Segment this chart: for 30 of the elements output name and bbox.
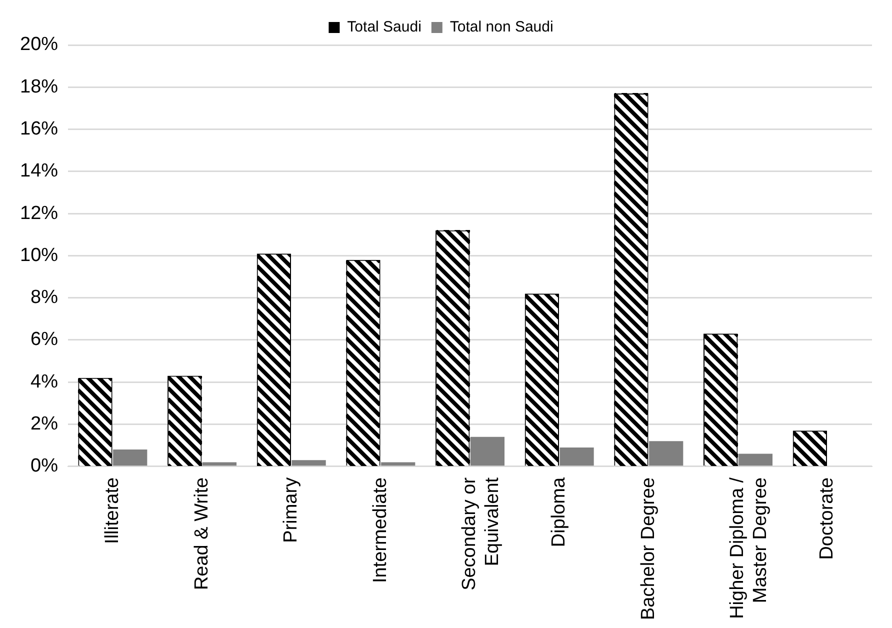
bar (292, 460, 326, 466)
bar (738, 454, 772, 466)
y-tick-label: 18% (20, 76, 58, 98)
bar (560, 447, 594, 466)
y-tick-label: 20% (20, 34, 58, 56)
y-tick-label: 2% (30, 414, 58, 435)
x-tick-label: Illiterate (102, 477, 123, 544)
x-tick-label: Secondary or Equivalent (459, 476, 504, 590)
y-tick-label: 8% (30, 287, 58, 308)
y-tick-label: 4% (30, 371, 58, 392)
x-tick-label: Higher Diploma / Master Degree (727, 476, 772, 619)
x-tick-label: Bachelor Degree (638, 477, 659, 620)
x-tick-label: Doctorate (816, 477, 838, 560)
x-tick-label: Intermediate (370, 477, 391, 584)
y-tick-label: 12% (20, 202, 58, 224)
bar (649, 441, 684, 466)
x-tick-label: Primary (280, 476, 302, 543)
legend-label: Total Saudi (347, 18, 422, 36)
bar (202, 462, 237, 466)
x-tick-label: Read & Write (191, 477, 212, 590)
bar (381, 462, 416, 466)
y-tick-label: 0% (30, 456, 58, 477)
y-tick-label: 16% (20, 118, 58, 140)
bar (113, 450, 148, 466)
bar (470, 436, 505, 466)
y-tick-label: 10% (20, 244, 58, 266)
y-tick-label: 14% (20, 160, 58, 182)
x-tick-label: Diploma (548, 476, 570, 548)
legend-label: Total non Saudi (450, 18, 554, 36)
y-tick-label: 6% (30, 329, 58, 350)
